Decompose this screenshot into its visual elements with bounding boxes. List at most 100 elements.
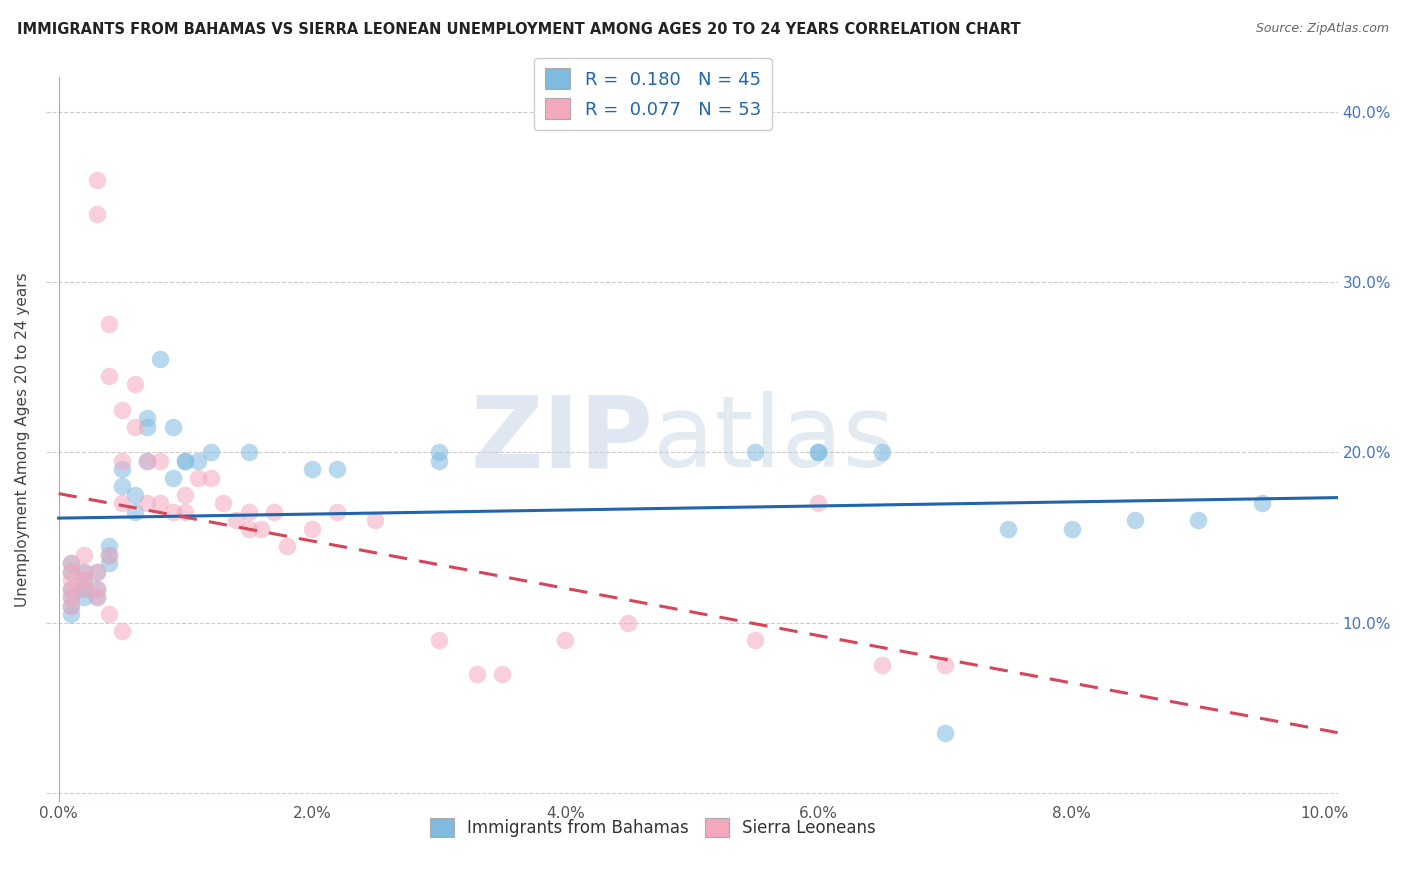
Point — [86, 207, 108, 221]
Point — [870, 658, 893, 673]
Point — [225, 513, 247, 527]
Point — [934, 658, 956, 673]
Point — [73, 582, 96, 596]
Point — [60, 590, 83, 604]
Point — [111, 454, 134, 468]
Point — [98, 556, 121, 570]
Point — [73, 548, 96, 562]
Point — [1123, 513, 1146, 527]
Point — [364, 513, 387, 527]
Point — [73, 565, 96, 579]
Point — [86, 582, 108, 596]
Point — [427, 632, 450, 647]
Point — [276, 539, 298, 553]
Point — [187, 454, 209, 468]
Point — [174, 505, 197, 519]
Point — [86, 172, 108, 186]
Point — [124, 488, 146, 502]
Point — [744, 445, 766, 459]
Point — [60, 590, 83, 604]
Point — [174, 454, 197, 468]
Point — [149, 496, 172, 510]
Point — [73, 582, 96, 596]
Point — [200, 471, 222, 485]
Point — [73, 573, 96, 587]
Text: Source: ZipAtlas.com: Source: ZipAtlas.com — [1256, 22, 1389, 36]
Point — [111, 624, 134, 639]
Point — [238, 522, 260, 536]
Point — [149, 351, 172, 366]
Point — [617, 615, 640, 630]
Point — [60, 573, 83, 587]
Point — [162, 505, 184, 519]
Point — [744, 632, 766, 647]
Point — [136, 419, 159, 434]
Point — [136, 454, 159, 468]
Point — [98, 539, 121, 553]
Point — [111, 462, 134, 476]
Point — [1060, 522, 1083, 536]
Point — [212, 496, 235, 510]
Point — [60, 582, 83, 596]
Point — [136, 454, 159, 468]
Point — [124, 505, 146, 519]
Point — [86, 590, 108, 604]
Text: atlas: atlas — [652, 391, 894, 488]
Legend: Immigrants from Bahamas, Sierra Leoneans: Immigrants from Bahamas, Sierra Leoneans — [423, 812, 883, 844]
Point — [98, 548, 121, 562]
Point — [238, 505, 260, 519]
Point — [807, 445, 830, 459]
Point — [98, 607, 121, 622]
Point — [60, 565, 83, 579]
Point — [491, 666, 513, 681]
Point — [98, 368, 121, 383]
Point — [807, 445, 830, 459]
Point — [98, 548, 121, 562]
Point — [465, 666, 488, 681]
Text: IMMIGRANTS FROM BAHAMAS VS SIERRA LEONEAN UNEMPLOYMENT AMONG AGES 20 TO 24 YEARS: IMMIGRANTS FROM BAHAMAS VS SIERRA LEONEA… — [17, 22, 1021, 37]
Point — [111, 496, 134, 510]
Y-axis label: Unemployment Among Ages 20 to 24 years: Unemployment Among Ages 20 to 24 years — [15, 272, 30, 607]
Point — [1250, 496, 1272, 510]
Point — [187, 471, 209, 485]
Point — [238, 445, 260, 459]
Point — [554, 632, 576, 647]
Point — [73, 565, 96, 579]
Point — [162, 419, 184, 434]
Point — [60, 607, 83, 622]
Point — [149, 454, 172, 468]
Point — [111, 402, 134, 417]
Point — [326, 462, 349, 476]
Point — [73, 573, 96, 587]
Point — [301, 522, 323, 536]
Point — [326, 505, 349, 519]
Point — [427, 445, 450, 459]
Point — [301, 462, 323, 476]
Point — [162, 471, 184, 485]
Point — [807, 496, 830, 510]
Point — [174, 454, 197, 468]
Point — [86, 582, 108, 596]
Point — [1187, 513, 1209, 527]
Point — [934, 726, 956, 740]
Point — [111, 479, 134, 493]
Point — [136, 496, 159, 510]
Point — [124, 377, 146, 392]
Point — [73, 590, 96, 604]
Point — [86, 565, 108, 579]
Point — [427, 454, 450, 468]
Point — [60, 599, 83, 613]
Point — [86, 590, 108, 604]
Text: ZIP: ZIP — [470, 391, 652, 488]
Point — [136, 411, 159, 425]
Point — [200, 445, 222, 459]
Point — [174, 488, 197, 502]
Point — [263, 505, 285, 519]
Point — [60, 565, 83, 579]
Point — [870, 445, 893, 459]
Point — [60, 556, 83, 570]
Point — [60, 599, 83, 613]
Point — [124, 419, 146, 434]
Point — [98, 318, 121, 332]
Point — [86, 565, 108, 579]
